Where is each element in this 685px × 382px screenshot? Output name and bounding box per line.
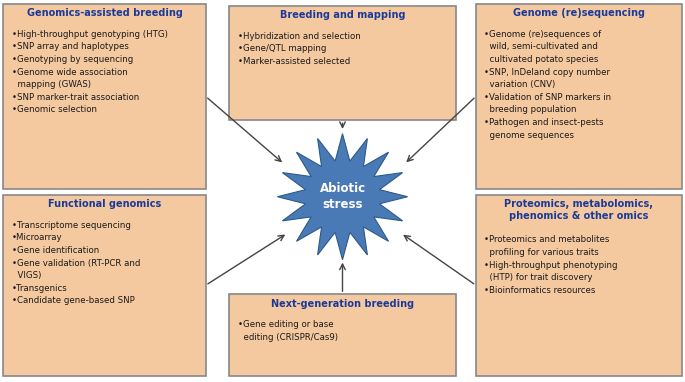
Text: Abiotic
stress: Abiotic stress: [319, 182, 366, 211]
Text: •Genotyping by sequencing: •Genotyping by sequencing: [12, 55, 133, 64]
Text: •Gene validation (RT-PCR and: •Gene validation (RT-PCR and: [12, 259, 140, 268]
Text: •Hybridization and selection: •Hybridization and selection: [238, 32, 360, 41]
Text: breeding population: breeding population: [484, 105, 577, 115]
Text: •SNP, InDeland copy number: •SNP, InDeland copy number: [484, 68, 610, 77]
FancyBboxPatch shape: [229, 6, 456, 120]
Text: •Genomic selection: •Genomic selection: [12, 105, 97, 115]
Text: Proteomics, metabolomics,
phenomics & other omics: Proteomics, metabolomics, phenomics & ot…: [504, 199, 653, 221]
Text: •Validation of SNP markers in: •Validation of SNP markers in: [484, 93, 612, 102]
Text: profiling for various traits: profiling for various traits: [484, 248, 599, 257]
FancyBboxPatch shape: [229, 294, 456, 376]
Polygon shape: [277, 134, 408, 260]
Text: •Gene/QTL mapping: •Gene/QTL mapping: [238, 44, 326, 53]
Text: •High-throughput phenotyping: •High-throughput phenotyping: [484, 261, 618, 270]
Text: •Bioinformatics resources: •Bioinformatics resources: [484, 286, 596, 295]
Text: •SNP array and haplotypes: •SNP array and haplotypes: [12, 42, 129, 52]
Text: genome sequences: genome sequences: [484, 131, 574, 140]
Text: mapping (GWAS): mapping (GWAS): [12, 80, 90, 89]
Text: •Microarray: •Microarray: [12, 233, 62, 243]
FancyBboxPatch shape: [476, 4, 682, 189]
Text: •Genome wide association: •Genome wide association: [12, 68, 127, 77]
Text: editing (CRISPR/Cas9): editing (CRISPR/Cas9): [238, 333, 338, 342]
Text: •Gene identification: •Gene identification: [12, 246, 99, 255]
Text: •Pathogen and insect-pests: •Pathogen and insect-pests: [484, 118, 603, 127]
Text: VIGS): VIGS): [12, 271, 41, 280]
Text: variation (CNV): variation (CNV): [484, 80, 556, 89]
Text: •High-throughput genotyping (HTG): •High-throughput genotyping (HTG): [12, 30, 168, 39]
FancyBboxPatch shape: [3, 4, 206, 189]
Text: Next-generation breeding: Next-generation breeding: [271, 299, 414, 309]
Text: Genomics-assisted breeding: Genomics-assisted breeding: [27, 8, 182, 18]
Text: •Candidate gene-based SNP: •Candidate gene-based SNP: [12, 296, 134, 306]
Text: •Transcriptome sequencing: •Transcriptome sequencing: [12, 221, 131, 230]
Text: Breeding and mapping: Breeding and mapping: [279, 10, 406, 20]
Text: •Genome (re)sequences of: •Genome (re)sequences of: [484, 30, 601, 39]
Text: cultivated potato species: cultivated potato species: [484, 55, 599, 64]
Text: Functional genomics: Functional genomics: [48, 199, 161, 209]
Text: •Marker-assisted selected: •Marker-assisted selected: [238, 57, 350, 66]
Text: •SNP marker-trait association: •SNP marker-trait association: [12, 93, 139, 102]
Text: wild, semi-cultivated and: wild, semi-cultivated and: [484, 42, 598, 52]
FancyBboxPatch shape: [3, 195, 206, 376]
FancyBboxPatch shape: [476, 195, 682, 376]
Text: •Proteomics and metabolites: •Proteomics and metabolites: [484, 235, 610, 244]
Text: •Gene editing or base: •Gene editing or base: [238, 320, 334, 329]
Text: (HTP) for trait discovery: (HTP) for trait discovery: [484, 273, 593, 282]
Text: Genome (re)sequencing: Genome (re)sequencing: [513, 8, 645, 18]
Text: •Transgenics: •Transgenics: [12, 284, 67, 293]
